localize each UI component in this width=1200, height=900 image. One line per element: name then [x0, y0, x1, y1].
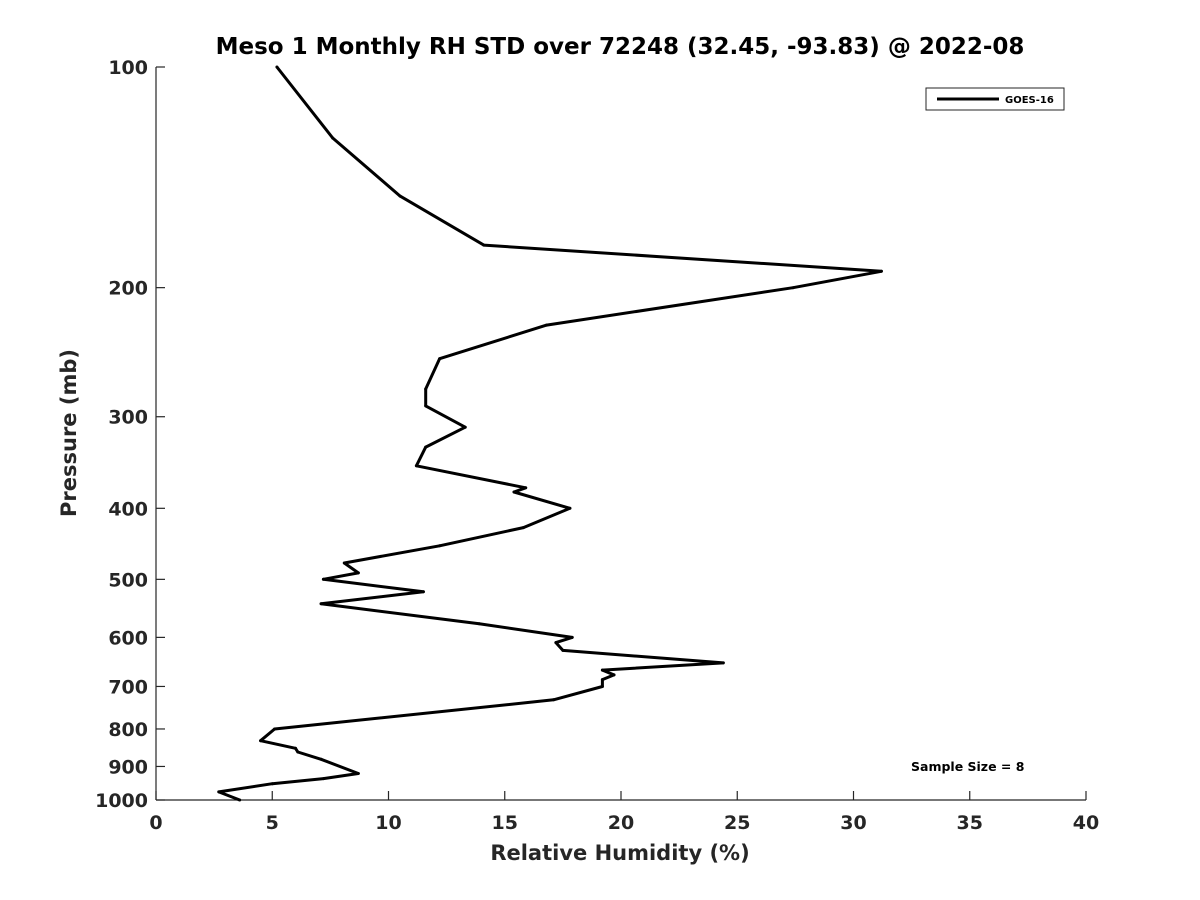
data-point — [568, 506, 572, 510]
data-point — [524, 486, 528, 490]
data-point — [600, 668, 604, 672]
y-tick-label: 800 — [108, 719, 148, 741]
data-point — [273, 727, 277, 731]
data-point — [879, 269, 883, 273]
plot-axes — [155, 67, 1086, 801]
data-point — [414, 464, 418, 468]
y-tick-label: 600 — [108, 627, 148, 649]
legend-entry-goes-16: GOES-16 — [1005, 95, 1054, 106]
data-point — [331, 136, 335, 140]
data-point — [600, 685, 604, 688]
x-tick-label: 0 — [149, 812, 162, 834]
data-point — [424, 445, 428, 449]
x-tick-label: 35 — [957, 812, 983, 834]
data-point — [545, 323, 549, 327]
data-point — [421, 590, 425, 594]
x-tick-label: 25 — [724, 812, 750, 834]
data-point — [319, 757, 323, 761]
x-tick-label: 20 — [608, 812, 634, 834]
data-point — [275, 65, 279, 69]
data-point — [570, 635, 574, 639]
y-tick-label: 500 — [108, 569, 148, 591]
data-point — [217, 790, 221, 794]
data-point — [270, 782, 274, 786]
data-point — [424, 404, 428, 408]
x-tick-label: 30 — [840, 812, 866, 834]
y-tick-label: 200 — [108, 278, 148, 300]
data-point — [356, 571, 360, 575]
y-tick-label: 400 — [108, 498, 148, 520]
x-tick-label: 15 — [492, 812, 518, 834]
data-point — [791, 286, 795, 290]
x-tick-label: 10 — [375, 812, 401, 834]
data-point — [438, 544, 442, 548]
data-point — [721, 661, 725, 665]
data-point — [342, 561, 346, 565]
data-point — [398, 194, 402, 198]
data-point — [552, 698, 556, 702]
y-tick-label: 900 — [108, 756, 148, 778]
data-point — [482, 243, 486, 247]
y-ticks: 100 200 300 400 500 600 700 800 900 1000 — [95, 57, 165, 812]
data-point — [463, 425, 467, 429]
sample-size-annotation: Sample Size = 8 — [911, 759, 1024, 774]
data-point — [356, 772, 360, 775]
y-tick-label: 100 — [108, 57, 148, 79]
data-point — [321, 577, 325, 581]
data-point — [561, 648, 565, 652]
data-point — [319, 602, 323, 606]
y-tick-label: 700 — [108, 676, 148, 698]
series-points — [217, 65, 883, 802]
data-point — [296, 750, 300, 754]
y-tick-label: 300 — [108, 407, 148, 429]
data-point — [238, 798, 242, 802]
data-point — [612, 673, 616, 677]
data-point — [477, 622, 481, 626]
data-point — [521, 526, 525, 530]
series-line-goes-16 — [217, 66, 883, 802]
y-axis-label: Pressure (mb) — [57, 349, 81, 517]
chart-title: Meso 1 Monthly RH STD over 72248 (32.45,… — [216, 34, 1025, 60]
y-tick-label: 1000 — [95, 790, 148, 812]
data-point — [512, 490, 516, 494]
data-point — [321, 777, 325, 781]
legend: GOES-16 — [925, 87, 1065, 111]
x-tick-label: 40 — [1073, 812, 1099, 834]
data-point — [438, 357, 442, 361]
x-axis-label: Relative Humidity (%) — [490, 841, 749, 865]
data-point — [600, 678, 604, 682]
data-point — [424, 387, 428, 391]
x-ticks: 0 5 10 15 20 25 30 35 40 — [149, 791, 1099, 834]
data-point — [554, 641, 558, 645]
data-point — [294, 746, 297, 750]
data-point — [259, 739, 263, 743]
x-tick-label: 5 — [266, 812, 279, 834]
